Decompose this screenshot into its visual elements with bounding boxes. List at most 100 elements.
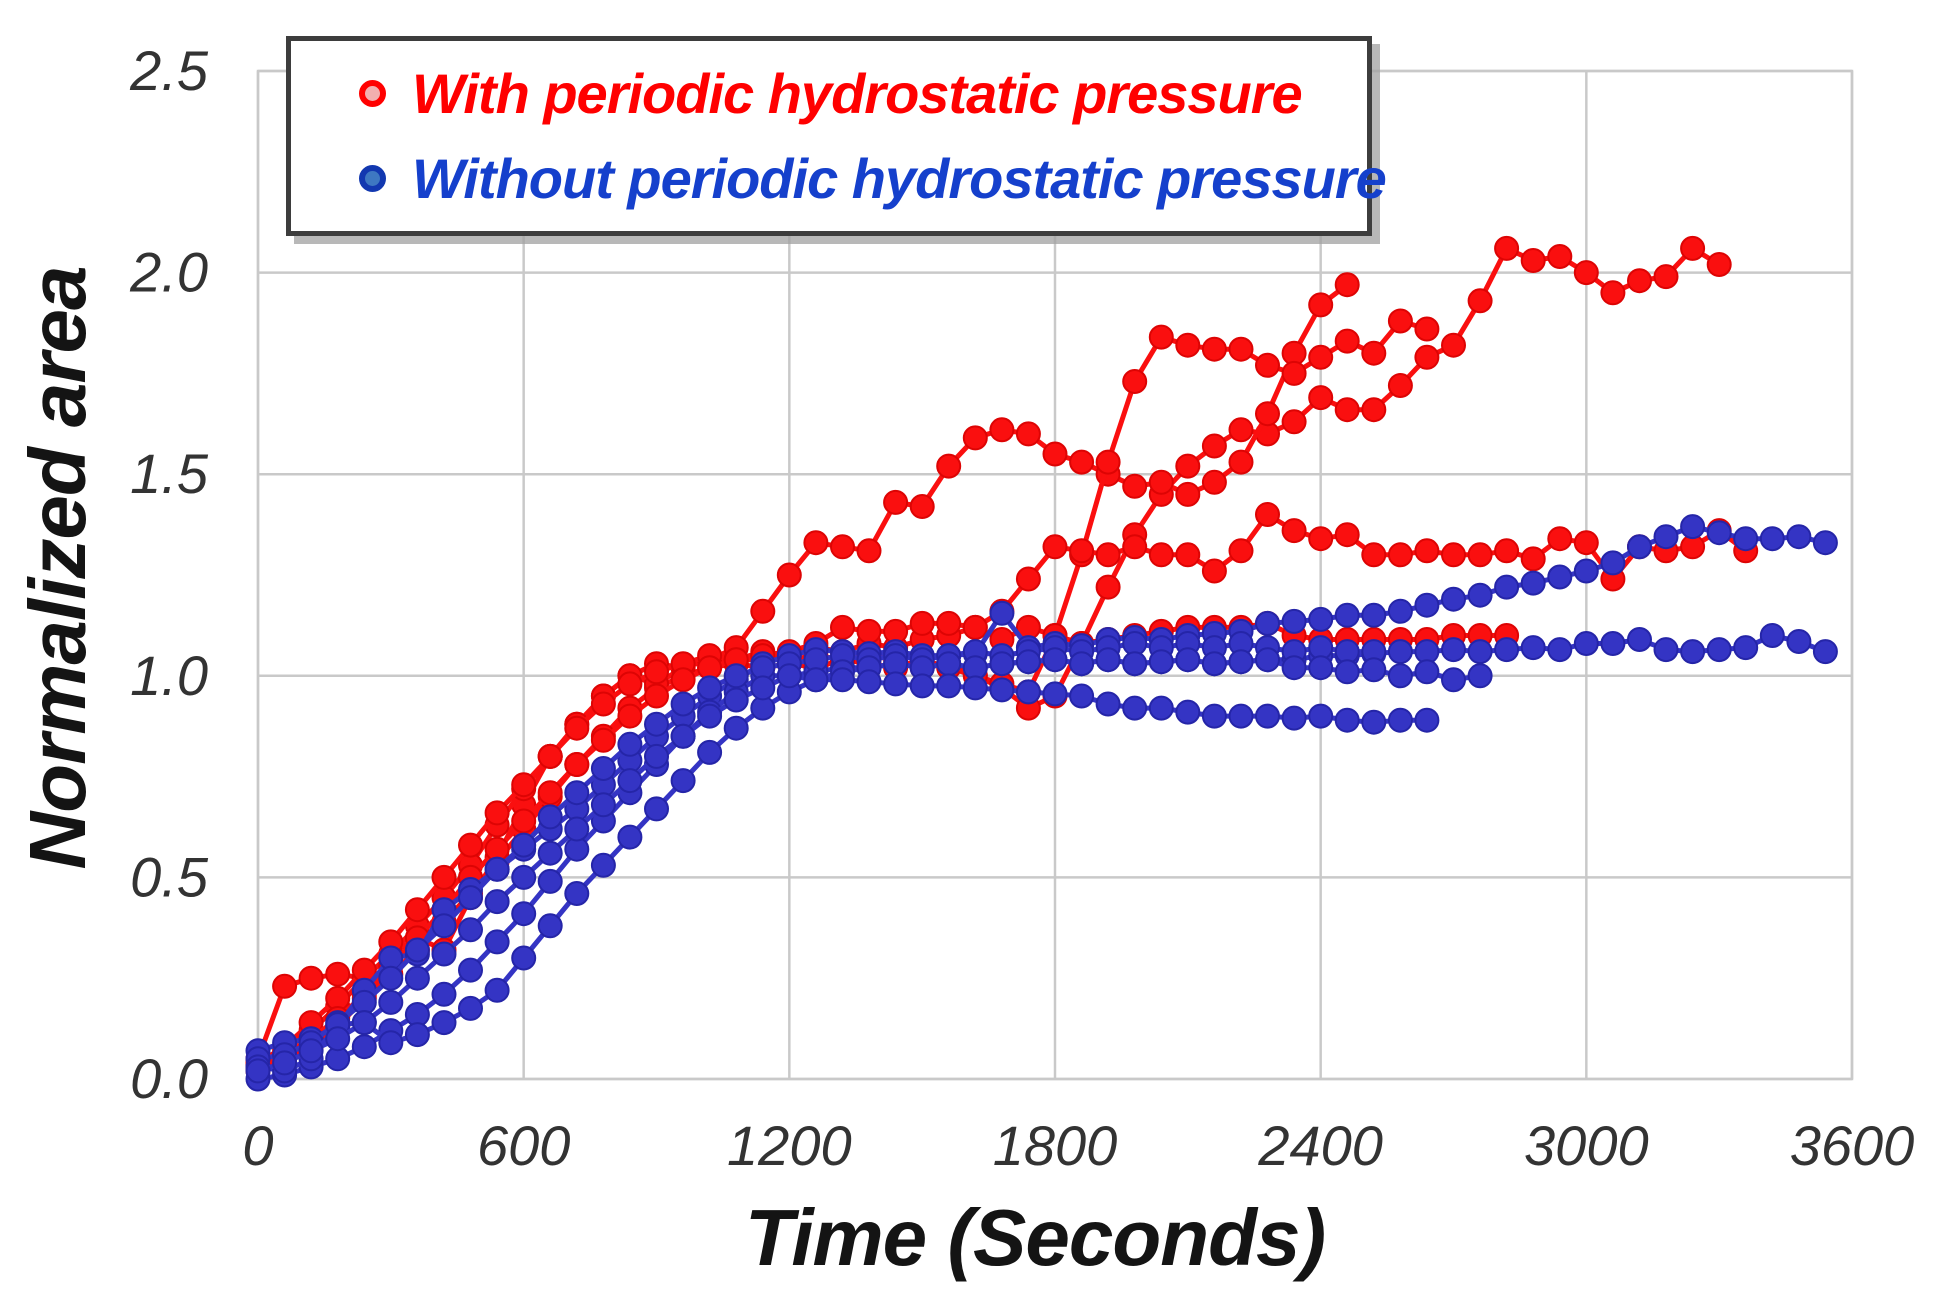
data-point: [1653, 264, 1679, 290]
series-line: [255, 641, 1377, 1062]
data-point: [1680, 514, 1706, 540]
data-point: [644, 711, 669, 737]
data-point: [1467, 582, 1493, 608]
data-point: [1334, 602, 1360, 628]
data-point: [1281, 409, 1307, 435]
y-tick-label: 0.0: [130, 1047, 208, 1110]
data-point: [1255, 703, 1280, 729]
data-point: [511, 945, 537, 971]
data-point: [1095, 542, 1121, 568]
data-point: [431, 981, 457, 1007]
data-point: [670, 667, 696, 693]
x-tick-label: 1800: [993, 1114, 1118, 1177]
data-point: [1122, 534, 1148, 560]
data-point: [909, 610, 935, 636]
data-point: [537, 804, 563, 830]
data-point: [1334, 659, 1360, 685]
data-point: [644, 743, 669, 769]
data-point: [1387, 308, 1413, 334]
data-point: [1494, 637, 1520, 663]
data-point: [1680, 235, 1706, 261]
data-point: [1201, 703, 1227, 729]
data-point: [909, 494, 935, 519]
data-point: [1361, 397, 1387, 423]
data-point: [484, 800, 510, 826]
data-point: [883, 489, 909, 515]
data-point: [537, 868, 563, 894]
data-point: [1387, 663, 1413, 689]
data-point: [1334, 397, 1360, 423]
data-point: [564, 715, 590, 741]
data-point: [1573, 558, 1599, 584]
data-point: [644, 683, 669, 709]
data-point: [1812, 639, 1838, 665]
red-circle-icon: [359, 80, 386, 107]
data-point: [590, 691, 616, 717]
data-point: [537, 913, 563, 939]
data-point: [1122, 651, 1148, 677]
data-point: [1786, 629, 1812, 654]
data-point: [1441, 637, 1466, 663]
data-point: [1281, 705, 1307, 731]
data-point: [1520, 546, 1546, 572]
data-point: [1361, 340, 1387, 366]
data-point: [1573, 631, 1599, 656]
data-point: [803, 667, 829, 693]
x-tick-label: 3600: [1790, 1114, 1915, 1177]
data-point: [1308, 292, 1334, 318]
data-point: [590, 852, 616, 878]
data-point: [272, 973, 298, 999]
data-point: [458, 957, 483, 983]
data-point: [1387, 373, 1413, 398]
data-point: [1255, 401, 1280, 427]
data-point: [1467, 288, 1493, 314]
data-point: [511, 864, 537, 890]
data-point: [1361, 709, 1387, 735]
data-point: [298, 1038, 324, 1064]
data-point: [404, 937, 430, 963]
data-point: [404, 1022, 430, 1048]
legend-item-without-pressure: Without periodic hydrostatic pressure: [359, 146, 1387, 211]
data-point: [431, 913, 457, 939]
data-point: [909, 673, 935, 699]
data-point: [1520, 570, 1546, 596]
data-point: [511, 772, 537, 798]
blue-circle-icon: [359, 165, 386, 192]
data-point: [1387, 707, 1413, 733]
data-point: [989, 677, 1015, 703]
data-point: [1281, 518, 1307, 544]
data-point: [298, 965, 324, 991]
data-point: [1201, 469, 1227, 495]
data-point: [590, 792, 616, 818]
data-point: [245, 1058, 271, 1084]
data-point: [697, 675, 723, 701]
data-point: [1228, 449, 1254, 475]
data-point: [1733, 635, 1759, 661]
data-point: [1627, 534, 1652, 560]
data-point: [1387, 598, 1413, 624]
data-point: [378, 989, 404, 1015]
legend-label: With periodic hydrostatic pressure: [412, 62, 1303, 125]
data-point: [484, 977, 510, 1003]
data-point: [484, 929, 510, 955]
data-point: [1653, 637, 1679, 663]
x-tick-label: 600: [477, 1114, 570, 1177]
data-point: [1308, 703, 1334, 729]
data-point: [936, 651, 962, 677]
data-point: [1201, 336, 1227, 362]
data-point: [1308, 606, 1334, 632]
y-axis-title: Normalized area: [13, 266, 102, 870]
data-point: [697, 703, 723, 729]
data-point: [431, 1010, 457, 1036]
data-point: [1414, 538, 1440, 564]
data-point: [962, 425, 988, 451]
data-point: [1175, 542, 1201, 568]
data-point: [936, 610, 962, 636]
data-point: [511, 901, 537, 927]
data-point: [1042, 647, 1068, 673]
data-point: [803, 530, 829, 556]
data-point: [1494, 538, 1520, 564]
data-point: [723, 687, 749, 713]
data-point: [351, 1010, 377, 1036]
data-point: [1308, 344, 1334, 370]
